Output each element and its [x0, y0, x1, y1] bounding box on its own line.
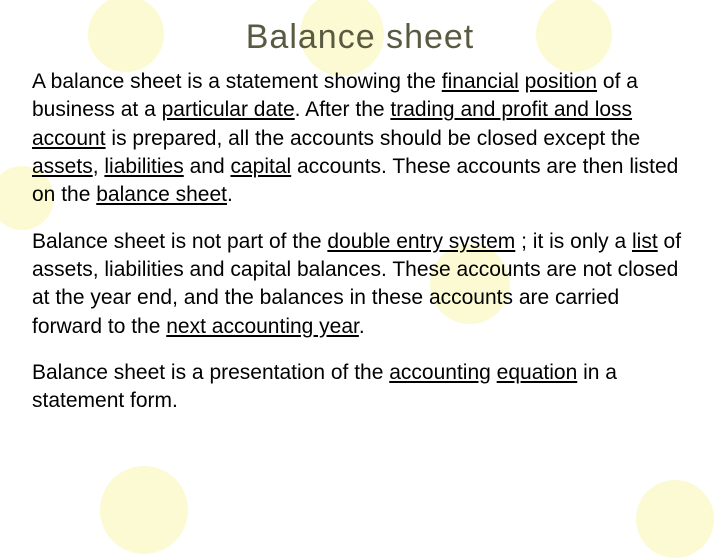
text: Balance sheet is not part of the [32, 230, 327, 253]
blank-equation: equation [497, 361, 578, 384]
blank-capital: capital [230, 155, 291, 178]
text: ; it is only a [515, 230, 632, 253]
blank-balance-sheet: balance sheet [96, 183, 227, 206]
blank-list: list [632, 230, 658, 253]
blank-particular-date: particular date [162, 98, 295, 121]
text: . [227, 183, 233, 206]
text: and [184, 155, 231, 178]
blank-assets: assets [32, 155, 93, 178]
blank-next-year: next accounting year [166, 315, 359, 338]
paragraph-1: A balance sheet is a statement showing t… [32, 68, 692, 210]
text: . [359, 315, 365, 338]
text: . After the [295, 98, 391, 121]
blank-accounting: accounting [389, 361, 491, 384]
bg-circle [100, 466, 188, 554]
blank-position: position [525, 70, 597, 93]
text: , [93, 155, 105, 178]
blank-liabilities: liabilities [104, 155, 183, 178]
text: is prepared, all the accounts should be … [106, 127, 641, 150]
text: Balance sheet is a presentation of the [32, 361, 389, 384]
blank-financial: financial [442, 70, 519, 93]
slide-body: A balance sheet is a statement showing t… [32, 68, 692, 434]
paragraph-3: Balance sheet is a presentation of the a… [32, 359, 692, 416]
text: A balance sheet is a statement showing t… [32, 70, 442, 93]
bg-circle [636, 480, 714, 558]
paragraph-2: Balance sheet is not part of the double … [32, 228, 692, 341]
slide-title: Balance sheet [0, 18, 720, 57]
blank-double-entry: double entry system [327, 230, 515, 253]
